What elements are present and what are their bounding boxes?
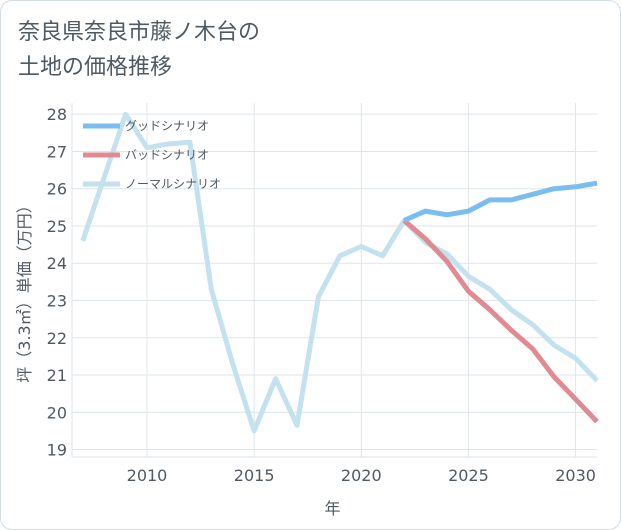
series-line-2 [80,111,599,434]
y-axis-ticks: 19 20 21 22 23 24 25 26 27 28 [47,105,67,459]
legend-label: ノーマルシナリオ [125,177,221,191]
y-tick-label: 25 [47,217,67,236]
legend-label: バッドシナリオ [125,148,209,162]
y-tick-label: 23 [47,291,67,310]
y-tick-label: 22 [47,329,67,348]
x-tick-label: 2030 [555,466,596,485]
y-tick-label: 19 [47,441,67,460]
x-tick-label: 2010 [127,466,168,485]
legend-label: グッドシナリオ [125,119,209,133]
series-lines [80,111,599,434]
series-line-0 [403,180,598,223]
y-axis-label: 坪（3.3㎡）単価（万円） [15,197,34,382]
y-tick-label: 21 [47,366,67,385]
x-tick-label: 2015 [234,466,275,485]
y-tick-label: 24 [47,254,67,273]
y-tick-label: 27 [47,142,67,161]
x-axis-ticks: 2010 2015 2020 2025 2030 [127,466,596,485]
y-tick-label: 26 [47,180,67,199]
x-tick-label: 2025 [448,466,489,485]
chart-title: 奈良県奈良市藤ノ木台の 土地の価格推移 [18,20,261,80]
grid [71,103,597,458]
y-tick-label: 28 [47,105,67,124]
x-tick-label: 2020 [341,466,382,485]
x-axis-label: 年 [324,499,340,518]
y-tick-label: 20 [47,403,67,422]
series-line-1 [402,218,599,424]
